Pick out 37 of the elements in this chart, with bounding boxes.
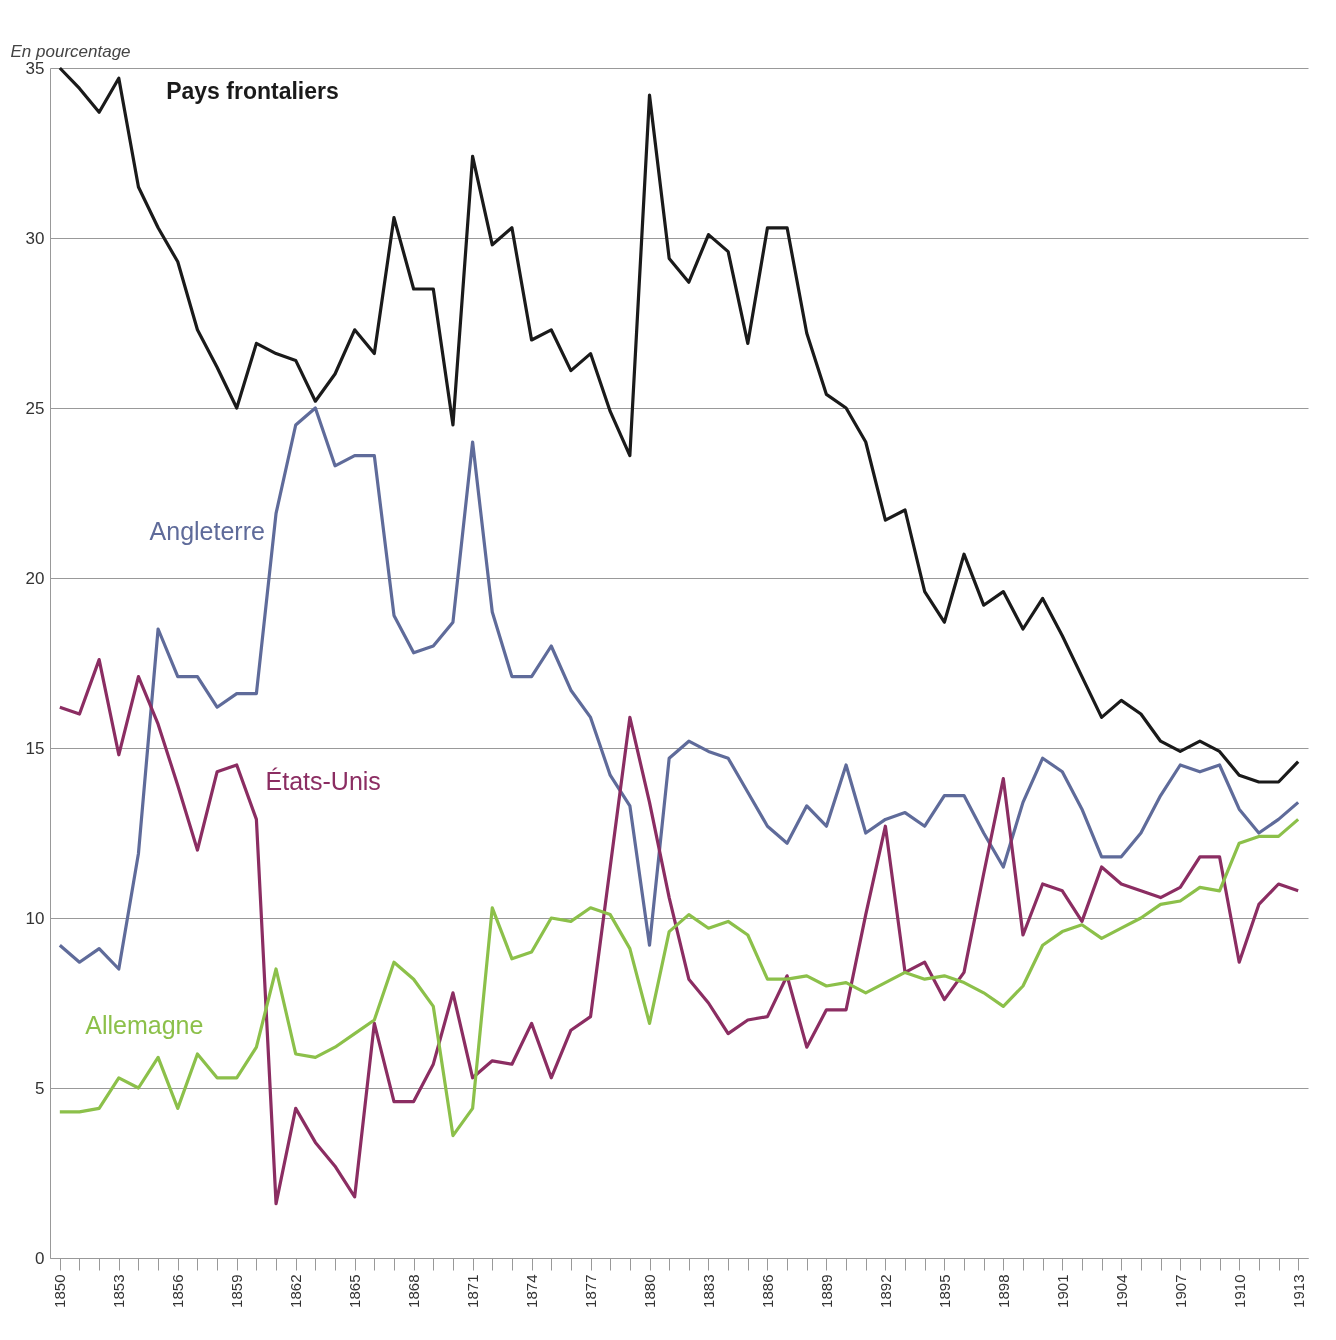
- series-label: États-Unis: [265, 767, 381, 795]
- x-tick-label: 1907: [1171, 1274, 1189, 1308]
- x-tick-label: 1904: [1112, 1274, 1130, 1308]
- x-tick-label: 1889: [817, 1274, 835, 1308]
- x-tick-label: 1874: [523, 1274, 541, 1308]
- x-tick-label: 1850: [51, 1274, 69, 1308]
- line-series: [58, 817, 1300, 1138]
- x-tick-label: 1892: [876, 1274, 894, 1308]
- x-tick-label: 1865: [346, 1274, 364, 1308]
- series-label: Allemagne: [85, 1010, 204, 1039]
- y-tick-label: 5: [35, 1078, 45, 1098]
- x-tick-label: 1859: [228, 1274, 246, 1308]
- series-label: Angleterre: [149, 517, 265, 546]
- x-tick-label: 1871: [464, 1274, 482, 1308]
- y-tick-label: 25: [25, 398, 45, 418]
- x-tick-label: 1913: [1289, 1274, 1307, 1308]
- y-tick-label: 0: [35, 1248, 45, 1268]
- y-tick-label: 20: [25, 568, 45, 588]
- x-tick-label: 1883: [699, 1274, 717, 1308]
- x-tick-label: 1886: [758, 1274, 776, 1308]
- x-tick-label: 1868: [405, 1274, 423, 1308]
- x-tick-label: 1901: [1053, 1274, 1071, 1308]
- x-tick-label: 1898: [994, 1274, 1012, 1308]
- x-tick-label: 1877: [582, 1274, 600, 1308]
- x-tick-label: 1895: [935, 1274, 953, 1308]
- x-tick-label: 1862: [287, 1274, 305, 1308]
- x-tick-label: 1880: [641, 1274, 659, 1308]
- series-label: Pays frontaliers: [166, 77, 339, 104]
- x-tick-label: 1856: [169, 1274, 187, 1308]
- y-axis-title: En pourcentage: [10, 41, 131, 61]
- y-tick-label: 30: [25, 228, 45, 248]
- line-series: [58, 406, 1300, 971]
- x-tick-label: 1910: [1230, 1274, 1248, 1308]
- line-series: [58, 658, 1300, 1206]
- x-tick-label: 1853: [110, 1274, 128, 1308]
- y-tick-label: 10: [25, 908, 45, 928]
- y-tick-label: 15: [25, 738, 45, 758]
